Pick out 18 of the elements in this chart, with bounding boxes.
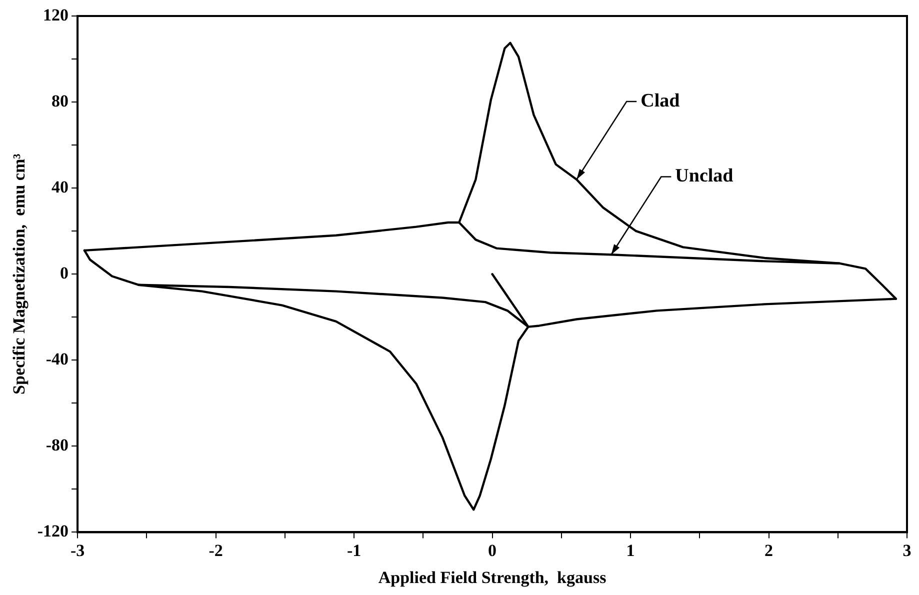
x-axis-title: Applied Field Strength, kgauss — [378, 568, 607, 588]
x-tick-label: 0 — [488, 540, 497, 560]
x-tick-label: 1 — [626, 540, 635, 560]
y-tick-label: 120 — [43, 5, 69, 24]
x-tick-label: -3 — [70, 540, 85, 560]
y-tick-label: -40 — [46, 350, 69, 369]
y-tick-label: 0 — [60, 263, 69, 282]
y-axis-title: Specific Magnetization, emu cm³ — [10, 154, 29, 394]
annotation: Clad — [640, 90, 680, 112]
annotation: Unclad — [675, 166, 734, 187]
y-tick-label: -80 — [46, 436, 69, 455]
y-tick-label: -120 — [37, 522, 69, 541]
y-tick-label: 80 — [52, 91, 69, 110]
x-tick-label: -1 — [346, 540, 362, 560]
x-tick-label: 2 — [764, 540, 774, 560]
y-tick-label: 40 — [52, 177, 69, 196]
x-tick-label: -2 — [208, 540, 223, 560]
x-tick-label: 3 — [902, 540, 912, 560]
